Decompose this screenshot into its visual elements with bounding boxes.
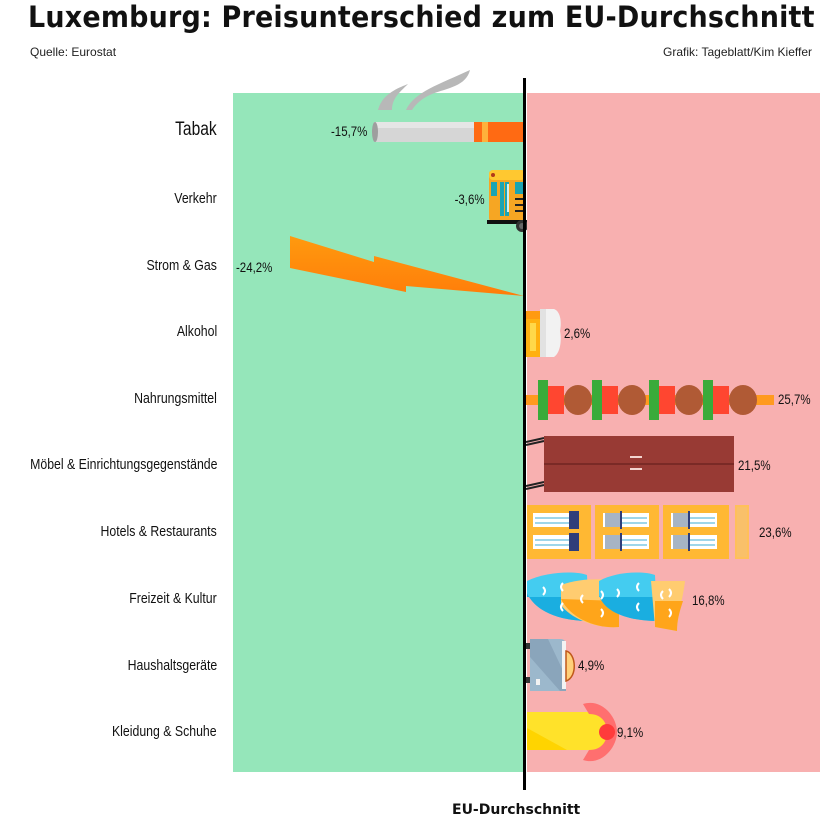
category-label: Verkehr (174, 190, 217, 207)
appliance-icon (526, 639, 575, 691)
category-label: Tabak (175, 119, 217, 140)
negative-panel (233, 93, 525, 772)
value-label: 25,7% (778, 391, 811, 407)
shoe-icon (527, 702, 617, 762)
credit-note: Grafik: Tageblatt/Kim Kieffer (663, 45, 812, 59)
category-label: Nahrungsmittel (134, 390, 217, 407)
value-label: -3,6% (455, 191, 485, 207)
value-label: -24,2% (235, 259, 272, 275)
category-label: Kleidung & Schuhe (112, 723, 217, 740)
positive-panel (527, 93, 820, 772)
hotel-building-icon (527, 505, 749, 559)
category-label: Freizeit & Kultur (129, 590, 217, 607)
dresser-icon (526, 436, 734, 492)
lightning-bolt-icon (290, 236, 524, 296)
category-label: Haushaltsgeräte (127, 657, 217, 674)
value-label: -15,7% (330, 123, 367, 139)
value-label: 4,9% (578, 657, 605, 673)
cigarette-icon (372, 70, 524, 142)
category-label: Möbel & Einrichtungsgegenstände (29, 456, 217, 473)
category-label: Strom & Gas (146, 257, 217, 274)
category-label: Alkohol (176, 323, 217, 340)
value-label: 23,6% (759, 524, 792, 540)
bus-icon (487, 170, 527, 232)
axis-label: EU-Durchschnitt (452, 802, 581, 818)
source-note: Quelle: Eurostat (30, 45, 117, 59)
chart-title: Luxemburg: Preisunterschied zum EU-Durch… (28, 0, 815, 34)
kebab-skewer-icon (526, 380, 774, 420)
value-label: 9,1% (617, 724, 644, 740)
value-label: 16,8% (692, 592, 725, 608)
beer-glass-icon (526, 309, 561, 357)
value-label: 2,6% (564, 325, 591, 341)
value-label: 21,5% (738, 457, 771, 473)
theater-masks-icon (527, 572, 685, 631)
category-label: Hotels & Restaurants (100, 523, 217, 540)
eu-average-axis-line (523, 78, 526, 790)
